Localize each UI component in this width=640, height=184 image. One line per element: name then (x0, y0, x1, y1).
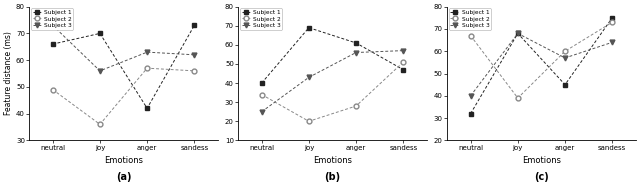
Text: (b): (b) (324, 172, 340, 182)
Text: (a): (a) (116, 172, 131, 182)
Text: (c): (c) (534, 172, 548, 182)
Y-axis label: Feature distance (ms): Feature distance (ms) (4, 32, 13, 116)
Legend: Subject 1, Subject 2, Subject 3: Subject 1, Subject 2, Subject 3 (240, 8, 282, 29)
Legend: Subject 1, Subject 2, Subject 3: Subject 1, Subject 2, Subject 3 (449, 8, 491, 29)
X-axis label: Emotions: Emotions (522, 156, 561, 165)
X-axis label: Emotions: Emotions (104, 156, 143, 165)
Legend: Subject 1, Subject 2, Subject 3: Subject 1, Subject 2, Subject 3 (31, 8, 73, 29)
X-axis label: Emotions: Emotions (313, 156, 352, 165)
